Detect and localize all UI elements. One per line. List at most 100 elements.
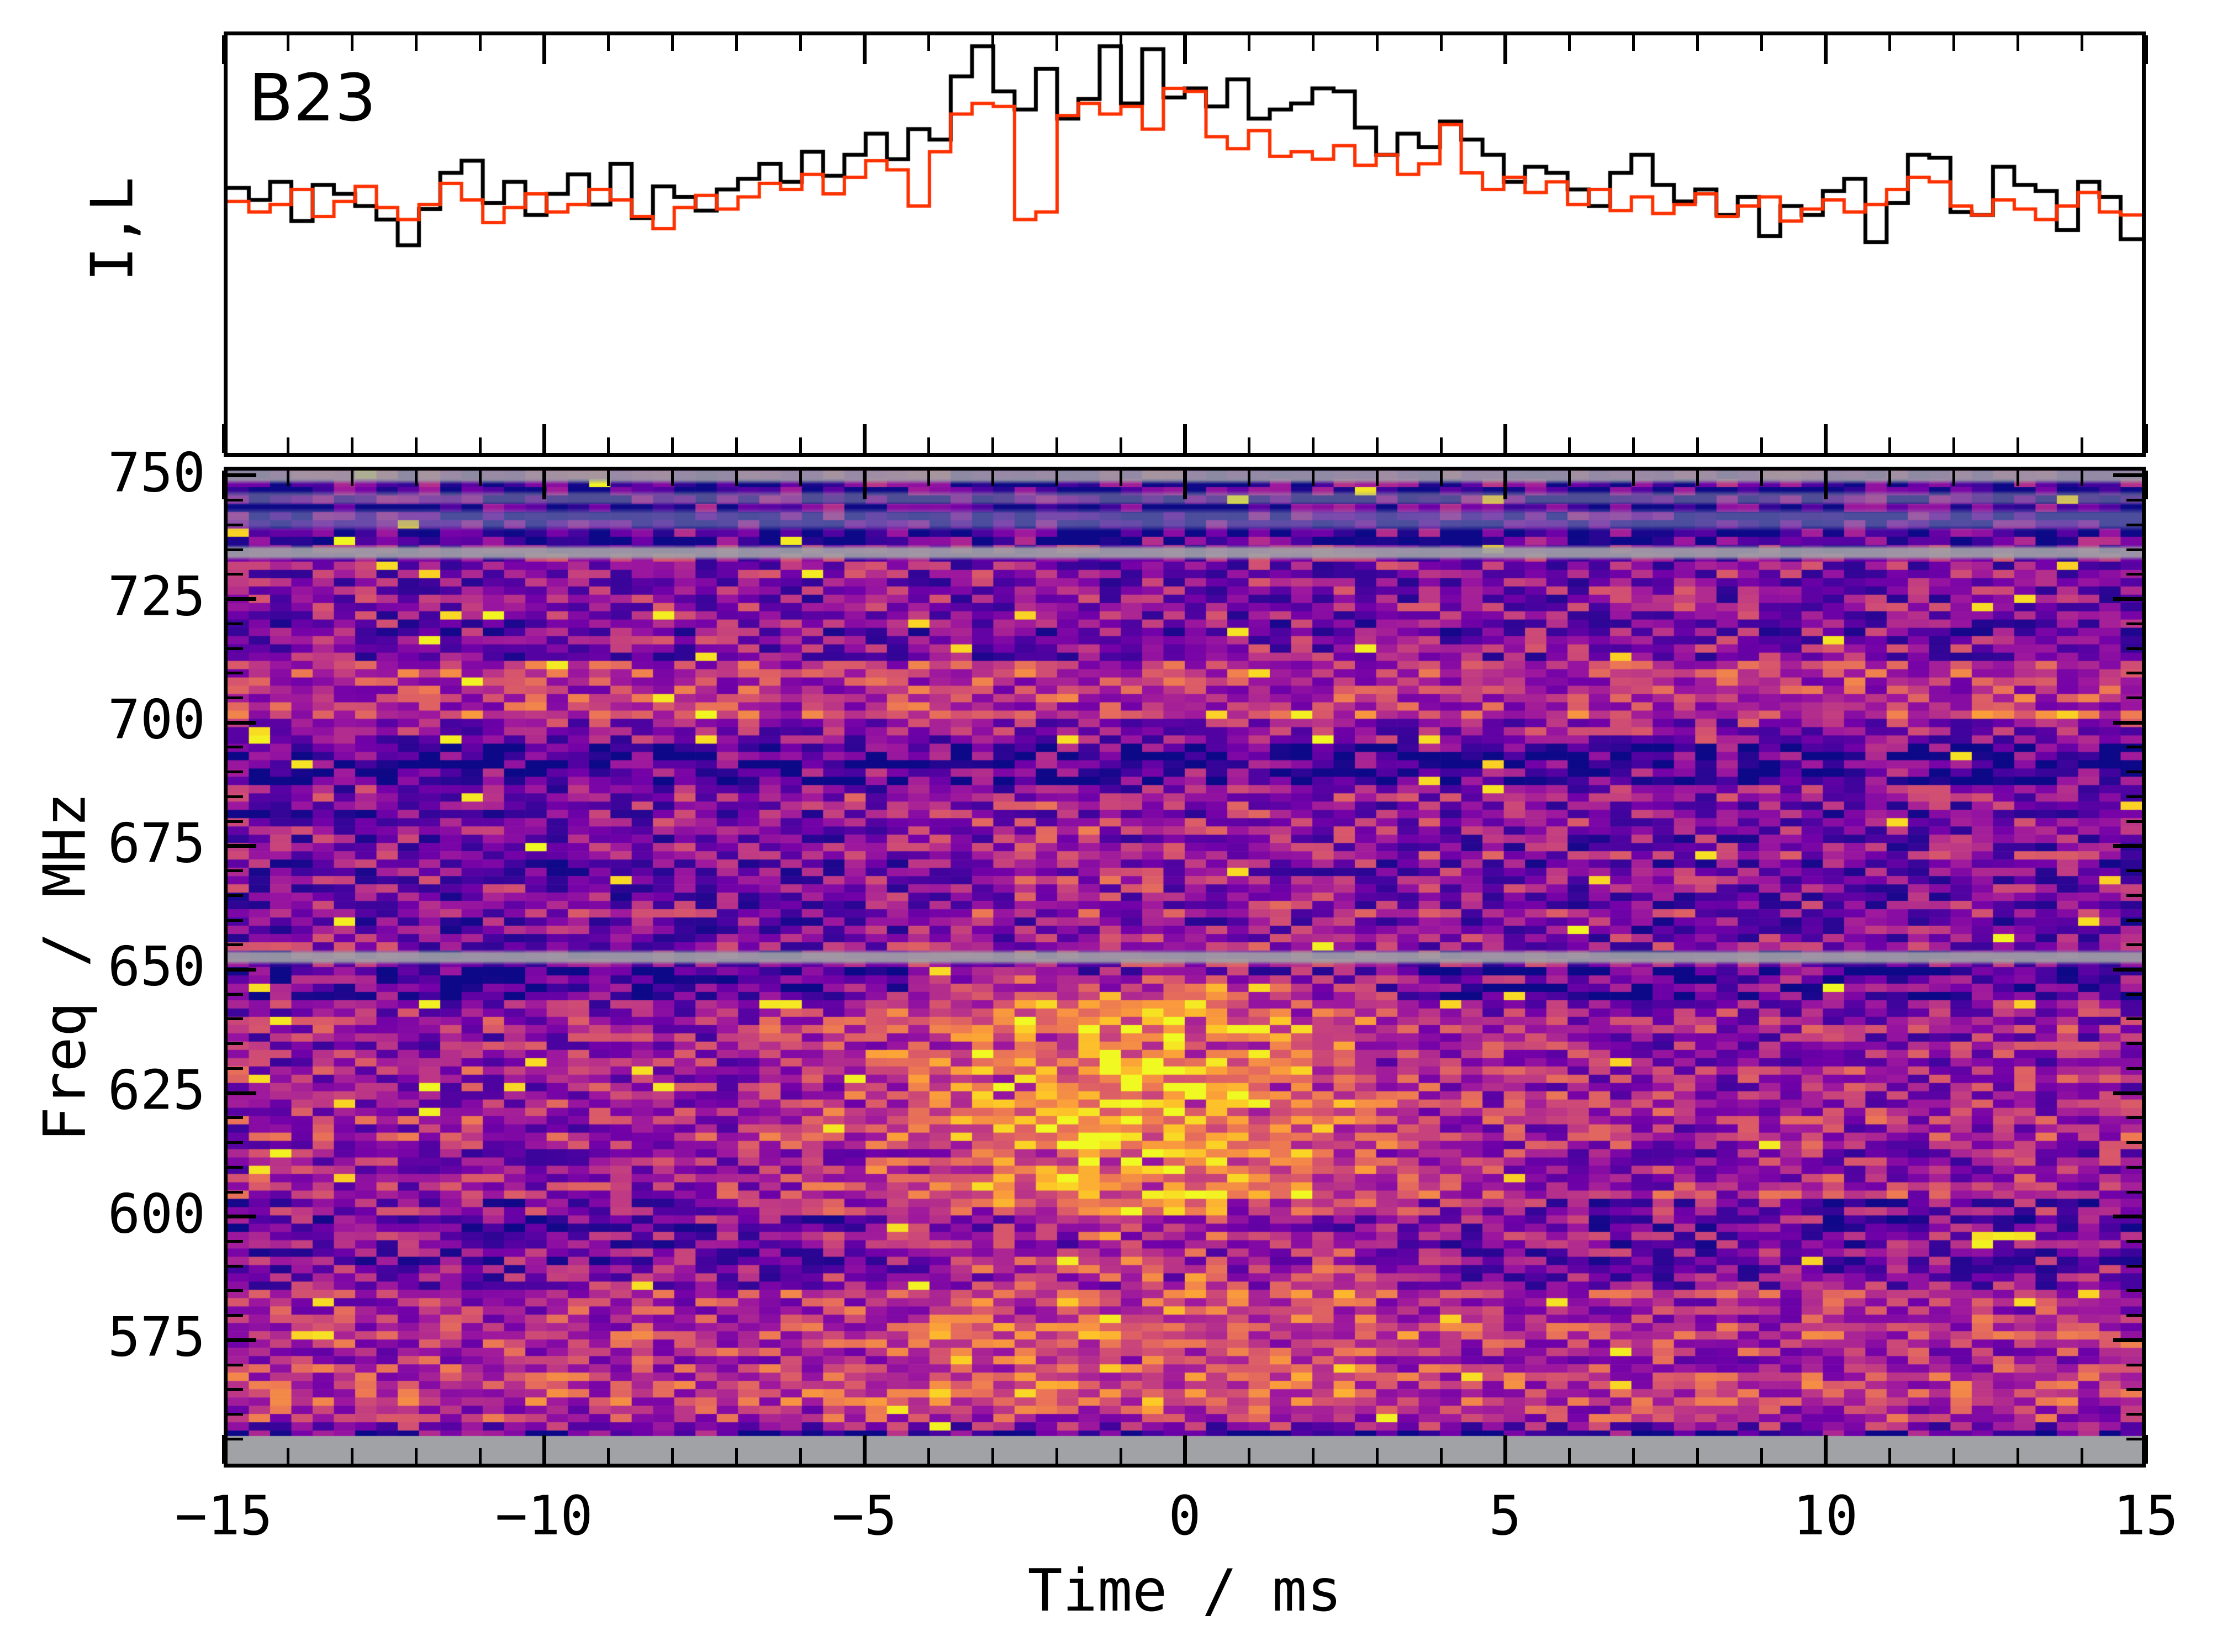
spectrum-x-major-tick bbox=[1183, 1435, 1187, 1464]
time-x-axis-label: Time / ms bbox=[1027, 1557, 1342, 1624]
time-tick-label: −10 bbox=[495, 1485, 593, 1548]
profile-x-minor-tick bbox=[1247, 35, 1250, 51]
spectrum-y-minor-tick bbox=[2126, 1042, 2142, 1046]
spectrum-y-major-tick bbox=[228, 1338, 256, 1342]
time-tick-label: −15 bbox=[175, 1485, 273, 1548]
profile-x-minor-tick bbox=[1311, 35, 1315, 51]
spectrum-y-minor-tick bbox=[2126, 647, 2142, 650]
profile-x-major-tick bbox=[1823, 35, 1828, 64]
spectrum-y-minor-tick bbox=[2126, 1437, 2142, 1440]
spectrum-x-minor-tick bbox=[1247, 471, 1250, 486]
spectrum-y-minor-tick bbox=[2126, 696, 2142, 699]
profile-x-minor-tick bbox=[1055, 437, 1058, 453]
profile-x-major-tick bbox=[1183, 424, 1187, 453]
profile-x-major-tick bbox=[221, 35, 226, 64]
spectrum-y-minor-tick bbox=[2126, 499, 2142, 502]
spectrum-x-minor-tick bbox=[1632, 1448, 1635, 1464]
profile-x-minor-tick bbox=[927, 437, 930, 453]
spectrum-x-minor-tick bbox=[735, 471, 738, 486]
spectrum-y-minor-tick bbox=[228, 1388, 243, 1391]
spectrum-y-minor-tick bbox=[2126, 1314, 2142, 1317]
spectrum-y-minor-tick bbox=[2126, 795, 2142, 798]
spectrum-x-minor-tick bbox=[1567, 471, 1571, 486]
spectrum-x-minor-tick bbox=[1952, 471, 1955, 486]
profile-x-minor-tick bbox=[2080, 35, 2083, 51]
profile-x-minor-tick bbox=[350, 437, 353, 453]
spectrum-y-minor-tick bbox=[228, 1314, 243, 1317]
spectrum-y-minor-tick bbox=[228, 1067, 243, 1070]
spectrum-y-minor-tick bbox=[2126, 1017, 2142, 1021]
spectrum-y-minor-tick bbox=[2126, 523, 2142, 526]
profile-x-minor-tick bbox=[671, 437, 674, 453]
spectrum-y-major-tick bbox=[2113, 1338, 2142, 1342]
spectrum-x-minor-tick bbox=[991, 471, 994, 486]
spectrum-y-minor-tick bbox=[228, 622, 243, 625]
profile-x-minor-tick bbox=[1375, 35, 1379, 51]
spectrum-x-major-tick bbox=[1823, 471, 1828, 499]
spectrum-y-minor-tick bbox=[228, 647, 243, 650]
profile-x-major-tick bbox=[1503, 35, 1507, 64]
profile-x-minor-tick bbox=[286, 35, 289, 51]
profile-x-minor-tick bbox=[1375, 437, 1379, 453]
profile-x-minor-tick bbox=[1952, 437, 1955, 453]
profile-x-minor-tick bbox=[1567, 437, 1571, 453]
spectrum-y-minor-tick bbox=[228, 1239, 243, 1243]
spectrum-x-minor-tick bbox=[735, 1448, 738, 1464]
profile-x-minor-tick bbox=[1760, 35, 1763, 51]
freq-tick-label: 575 bbox=[107, 1306, 205, 1369]
spectrum-y-minor-tick bbox=[228, 696, 243, 699]
spectrum-x-major-tick bbox=[221, 471, 226, 499]
spectrum-x-minor-tick bbox=[1311, 471, 1315, 486]
profile-x-major-tick bbox=[862, 424, 867, 453]
profile-x-minor-tick bbox=[414, 35, 418, 51]
spectrum-y-major-tick bbox=[2113, 1091, 2142, 1095]
spectrum-x-minor-tick bbox=[927, 1448, 930, 1464]
spectrum-y-major-tick bbox=[2113, 1215, 2142, 1219]
spectrum-y-minor-tick bbox=[228, 869, 243, 873]
profile-x-minor-tick bbox=[735, 35, 738, 51]
spectrum-y-minor-tick bbox=[2126, 1239, 2142, 1243]
spectrum-x-major-tick bbox=[542, 471, 546, 499]
spectrum-y-major-tick bbox=[228, 597, 256, 601]
spectrum-y-minor-tick bbox=[2126, 1165, 2142, 1169]
profile-x-minor-tick bbox=[2080, 437, 2083, 453]
profile-x-minor-tick bbox=[1952, 35, 1955, 51]
spectrum-x-minor-tick bbox=[2016, 471, 2019, 486]
spectrum-y-minor-tick bbox=[2126, 820, 2142, 823]
spectrum-y-minor-tick bbox=[228, 573, 243, 576]
profile-x-major-tick bbox=[542, 424, 546, 453]
spectrum-y-minor-tick bbox=[228, 1116, 243, 1120]
spectrum-y-minor-tick bbox=[2126, 1190, 2142, 1194]
spectrum-x-major-tick bbox=[221, 1435, 226, 1464]
profile-x-minor-tick bbox=[1888, 437, 1891, 453]
spectrum-y-minor-tick bbox=[228, 548, 243, 551]
spectrum-y-minor-tick bbox=[228, 1042, 243, 1046]
spectrum-y-minor-tick bbox=[228, 1190, 243, 1194]
spectrum-x-minor-tick bbox=[671, 1448, 674, 1464]
spectrum-y-minor-tick bbox=[2126, 548, 2142, 551]
spectrum-y-major-tick bbox=[2113, 720, 2142, 725]
profile-x-minor-tick bbox=[927, 35, 930, 51]
burst-id-label: B23 bbox=[249, 60, 377, 136]
spectrum-x-minor-tick bbox=[1439, 471, 1443, 486]
spectrum-y-minor-tick bbox=[228, 1165, 243, 1169]
spectrum-x-major-tick bbox=[542, 1435, 546, 1464]
spectrum-y-minor-tick bbox=[228, 746, 243, 749]
spectrum-x-minor-tick bbox=[1119, 1448, 1122, 1464]
profile-x-minor-tick bbox=[286, 437, 289, 453]
spectrum-y-minor-tick bbox=[2126, 573, 2142, 576]
time-tick-label: 0 bbox=[1168, 1485, 1201, 1548]
spectrum-y-minor-tick bbox=[2126, 1141, 2142, 1144]
pulse-profile-panel bbox=[224, 31, 2146, 457]
freq-tick-label: 600 bbox=[107, 1183, 205, 1246]
profile-x-minor-tick bbox=[478, 35, 482, 51]
profile-x-minor-tick bbox=[1760, 437, 1763, 453]
profile-x-minor-tick bbox=[1567, 35, 1571, 51]
profile-x-minor-tick bbox=[1439, 437, 1443, 453]
spectrum-x-minor-tick bbox=[286, 471, 289, 486]
profile-x-minor-tick bbox=[991, 35, 994, 51]
spectrum-x-minor-tick bbox=[1119, 471, 1122, 486]
freq-tick-label: 725 bbox=[107, 565, 205, 629]
spectrum-y-minor-tick bbox=[228, 499, 243, 502]
